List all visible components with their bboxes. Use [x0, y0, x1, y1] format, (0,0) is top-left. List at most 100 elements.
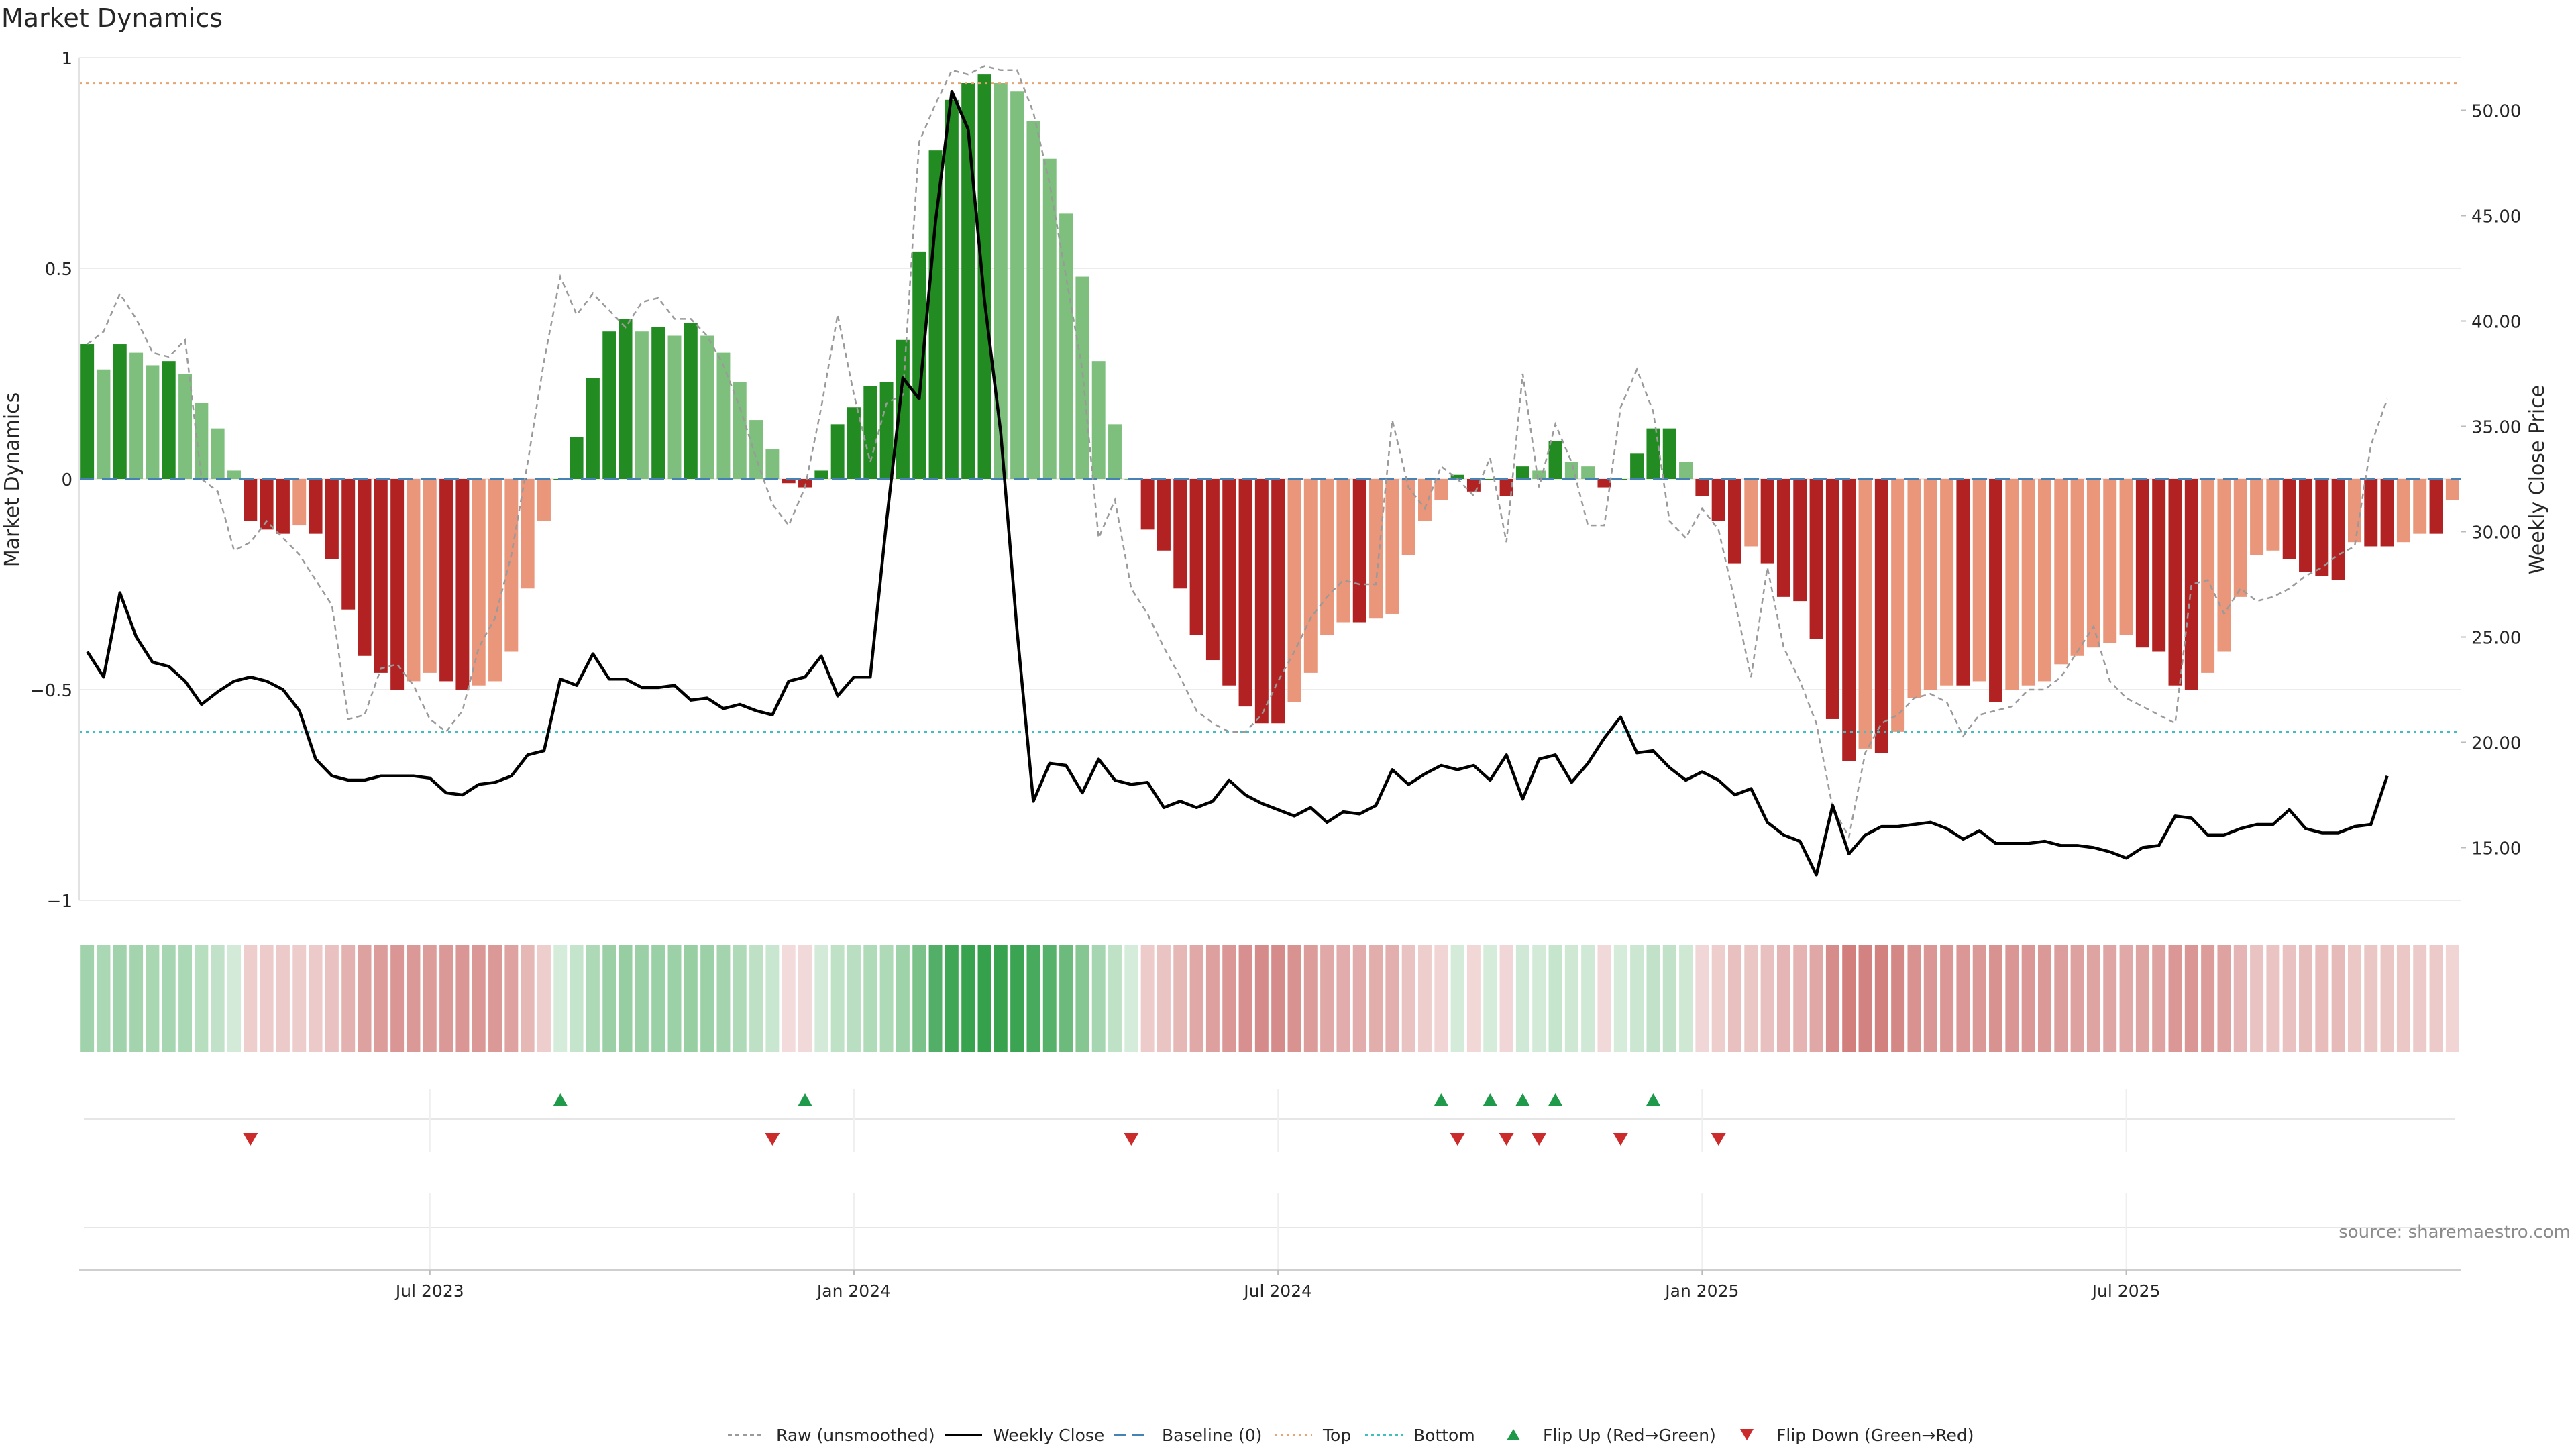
heat-cell [1320, 945, 1334, 1052]
dynamics-bar [1515, 466, 1529, 479]
heat-cell [1026, 945, 1040, 1052]
flip-down-marker [1450, 1133, 1465, 1146]
legend: Raw (unsmoothed) Weekly Close Baseline (0)… [728, 1426, 1974, 1445]
dynamics-bar [2233, 479, 2247, 597]
heat-cell [2233, 945, 2247, 1052]
x-tick-label: Jan 2024 [816, 1281, 891, 1301]
heat-cell [651, 945, 665, 1052]
heat-cell [1907, 945, 1921, 1052]
dynamics-bar [472, 479, 486, 686]
flip-up-marker [1646, 1093, 1661, 1106]
heat-strip [80, 945, 2459, 1052]
dynamics-bar [1793, 479, 1807, 602]
dynamics-bar [1173, 479, 1187, 589]
heat-cell [1532, 945, 1546, 1052]
heat-cell [2037, 945, 2051, 1052]
heat-cell [146, 945, 160, 1052]
dynamics-bar [1010, 91, 1024, 480]
dynamics-bar [1466, 479, 1481, 492]
dynamics-bar [2217, 479, 2231, 652]
heat-cell [2103, 945, 2117, 1052]
heat-cell [2070, 945, 2084, 1052]
dynamics-bar [2396, 479, 2410, 543]
flip-up-marker [1434, 1093, 1449, 1106]
heat-cell [1059, 945, 1073, 1052]
heat-cell [667, 945, 682, 1052]
y-tick-right-label: 40.00 [2471, 313, 2521, 333]
heat-cell [1630, 945, 1644, 1052]
heat-cell [439, 945, 453, 1052]
heat-cell [1581, 945, 1595, 1052]
heat-cell [2217, 945, 2231, 1052]
dynamics-bar [1972, 479, 1986, 682]
dynamics-bar [961, 83, 975, 480]
flip-down-marker [1532, 1133, 1547, 1146]
heat-cell [1809, 945, 1823, 1052]
heat-cell [1238, 945, 1252, 1052]
y-axis-left-label: Market Dynamics [1, 392, 24, 568]
axes: 1 0.5 0 −0.5 −1 50.00 45.00 40.00 35.00 30.00 25.0… [30, 49, 2522, 912]
heat-cell [2152, 945, 2166, 1052]
dynamics-bar [700, 335, 714, 479]
dynamics-bar [2380, 479, 2394, 547]
dynamics-bar [586, 378, 600, 479]
dynamics-bar [2021, 479, 2035, 686]
legend-label: Bottom [1413, 1426, 1475, 1445]
heat-cell [2201, 945, 2215, 1052]
dynamics-bar [1891, 479, 1905, 732]
heat-cell [1646, 945, 1660, 1052]
heat-cell [602, 945, 616, 1052]
heat-cell [2429, 945, 2443, 1052]
heat-cell [2331, 945, 2345, 1052]
dynamics-bar [2086, 479, 2100, 648]
dynamics-bar [2445, 479, 2459, 500]
heat-cell [521, 945, 535, 1052]
heat-cell [178, 945, 193, 1052]
heat-cell [1923, 945, 1937, 1052]
legend-flip-down-swatch [1740, 1429, 1754, 1440]
heat-cell [749, 945, 763, 1052]
dynamics-bar [1776, 479, 1790, 597]
heat-cell [1140, 945, 1155, 1052]
dynamics-bar [1646, 428, 1660, 479]
heat-cell [276, 945, 290, 1052]
heat-cell [488, 945, 502, 1052]
heat-cell [455, 945, 470, 1052]
heat-cell [619, 945, 633, 1052]
dynamics-bar [1385, 479, 1399, 614]
heat-cell [1385, 945, 1399, 1052]
weekly-close-line [86, 89, 2389, 877]
heat-cell [912, 945, 926, 1052]
dynamics-bar [1401, 479, 1415, 555]
heat-cell [1940, 945, 1954, 1052]
dynamics-bar [1809, 479, 1823, 639]
dynamics-bar [2070, 479, 2084, 656]
flip-down-marker [765, 1133, 780, 1146]
heat-cell [2135, 945, 2149, 1052]
y-tick-right-label: 35.00 [2471, 418, 2521, 438]
x-tick-label: Jan 2025 [1664, 1281, 1739, 1301]
x-axis: Jul 2023 Jan 2024 Jul 2024 Jan 2025 Jul 2025 [79, 1269, 2461, 1301]
heat-cell [1597, 945, 1611, 1052]
heat-cell [2184, 945, 2198, 1052]
dynamics-bar [455, 479, 470, 690]
dynamics-bar [1842, 479, 1856, 761]
heat-cell [1450, 945, 1464, 1052]
heat-cell [1956, 945, 1970, 1052]
dynamics-bar [1238, 479, 1252, 707]
heat-cell [1091, 945, 1106, 1052]
y-tick-left-label: 0.5 [45, 260, 72, 280]
dynamics-bar [619, 319, 633, 479]
heat-cell [1825, 945, 1839, 1052]
heat-cell [1499, 945, 1513, 1052]
heat-cell [1108, 945, 1122, 1052]
dynamics-bar [2250, 479, 2264, 555]
dynamics-bar [2331, 479, 2345, 580]
heat-cell [2282, 945, 2296, 1052]
heat-cell [2445, 945, 2459, 1052]
heat-cell [635, 945, 649, 1052]
heat-cell [1760, 945, 1774, 1052]
heat-cell [1972, 945, 1986, 1052]
heat-cell [1271, 945, 1285, 1052]
heat-cell [1891, 945, 1905, 1052]
